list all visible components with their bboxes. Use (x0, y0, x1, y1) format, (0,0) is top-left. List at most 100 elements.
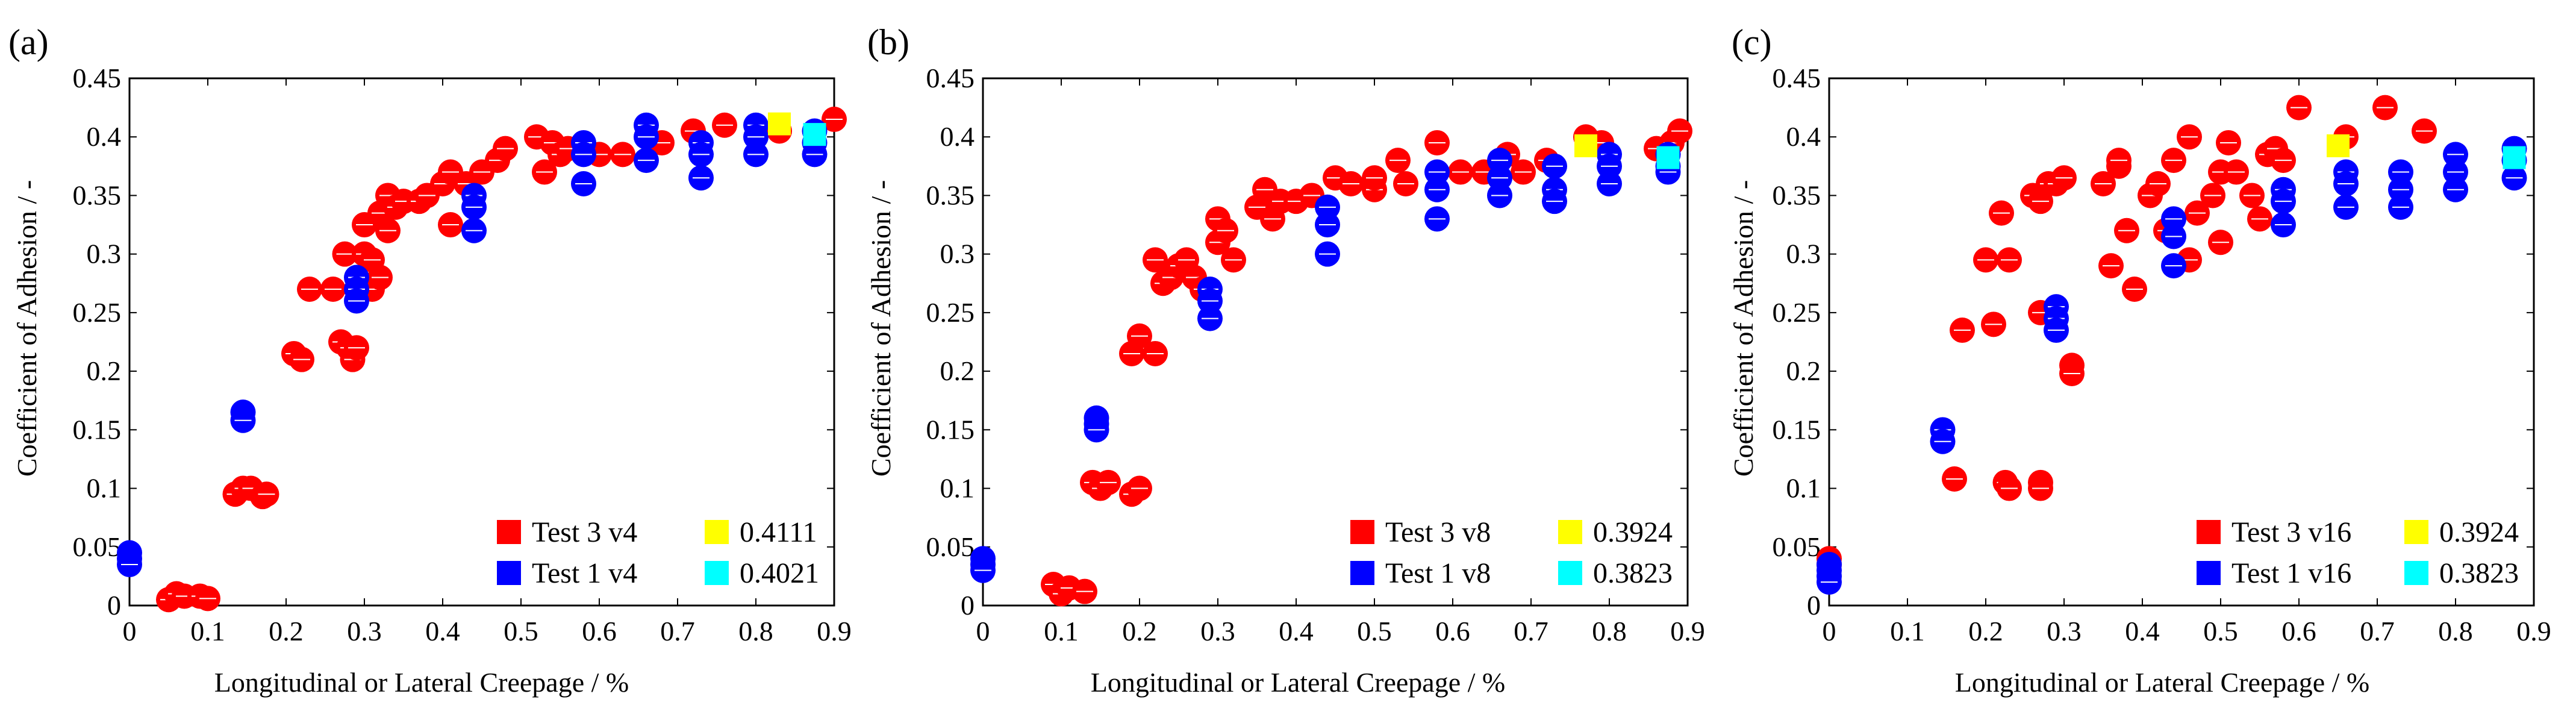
y-tick-label: 0.1 (1786, 473, 1821, 504)
x-tick-label: 0.7 (660, 616, 695, 646)
y-tick-label: 0.15 (926, 414, 975, 445)
x-tick-label: 0.6 (2281, 616, 2316, 646)
mean-marker (1574, 134, 1597, 157)
x-tick-label: 0.3 (347, 616, 382, 646)
series-0-4021 (803, 123, 826, 146)
legend-swatch (497, 520, 521, 544)
y-tick-label: 0.45 (73, 63, 122, 93)
x-tick-label: 0.3 (1200, 616, 1235, 646)
legend-swatch (2404, 561, 2428, 585)
legend-label: 0.3924 (1593, 516, 1673, 548)
x-tick-label: 0 (1823, 616, 1836, 646)
y-tick-label: 0.3 (1786, 239, 1821, 269)
legend-swatch (705, 561, 729, 585)
series-0-3823 (2503, 146, 2526, 169)
y-tick-label: 0.1 (940, 473, 975, 504)
y-tick-label: 0.35 (1773, 180, 1821, 210)
plot-area: 0 0.1 0.2 0.3 0.4 0.5 0.6 0.7 0.8 0.9 0 0.05 0.1 0.15… (1773, 63, 2551, 646)
y-tick-label: 0.2 (940, 355, 975, 386)
y-tick-label: 0.35 (926, 180, 975, 210)
legend-swatch (1558, 520, 1582, 544)
x-tick-label: 0.3 (2047, 616, 2082, 646)
y-tick-label: 0.1 (87, 473, 122, 504)
series-test-3-v16 (1817, 95, 2437, 577)
x-tick-label: 0.2 (1122, 616, 1157, 646)
plot-area: 0 0.1 0.2 0.3 0.4 0.5 0.6 0.7 0.8 0.9 0 0.05 0.1 0.15… (73, 63, 852, 646)
legend-swatch (2404, 520, 2428, 544)
y-tick-label: 0.3 (940, 239, 975, 269)
x-tick-label: 0.8 (1592, 616, 1627, 646)
panel-a: (a) Coefficient of Adhesion / - Longitud… (8, 22, 852, 698)
y-axis: 0 0.05 0.1 0.15 0.2 0.25 0.3 0.35 0.4 0.45 (73, 63, 834, 621)
legend-label: 0.4021 (740, 557, 819, 589)
x-tick-label: 0.1 (1044, 616, 1079, 646)
legend-label: 0.4111 (740, 516, 817, 548)
mean-marker (2503, 146, 2526, 169)
series-test-1-v8 (970, 142, 1681, 583)
axes-frame (1828, 77, 2535, 607)
x-tick-label: 0.4 (1279, 616, 1314, 646)
y-tick-label: 0.4 (940, 121, 975, 152)
legend-label: Test 1 v16 (2231, 557, 2351, 589)
legend: Test 3 v16 0.3924 Test 1 v16 0.3823 (2197, 516, 2519, 589)
x-tick-label: 0.8 (2438, 616, 2473, 646)
y-tick-label: 0.35 (73, 180, 122, 210)
x-tick-label: 0.6 (582, 616, 617, 646)
x-tick-label: 0.9 (817, 616, 852, 646)
legend-swatch (1350, 520, 1374, 544)
x-tick-label: 0.4 (2125, 616, 2160, 646)
legend-swatch (2197, 561, 2221, 585)
x-tick-label: 0.2 (1968, 616, 2003, 646)
y-tick-label: 0.25 (73, 297, 122, 328)
x-axis-label: Longitudinal or Lateral Creepage / % (214, 667, 629, 698)
legend-label: Test 3 v8 (1385, 516, 1491, 548)
y-axis-label: Coefficient of Adhesion / - (865, 180, 896, 477)
x-axis: 0 0.1 0.2 0.3 0.4 0.5 0.6 0.7 0.8 0.9 (976, 78, 1705, 646)
x-tick-label: 0.9 (2516, 616, 2551, 646)
x-tick-label: 0.7 (1514, 616, 1548, 646)
x-tick-label: 0.5 (2203, 616, 2238, 646)
series-0-3924 (1574, 134, 1597, 157)
panel-label: (c) (1732, 22, 1772, 62)
x-tick-label: 0.1 (1890, 616, 1925, 646)
legend-label: Test 1 v8 (1385, 557, 1491, 589)
series-test-3-v4 (156, 107, 847, 613)
y-axis: 0 0.05 0.1 0.15 0.2 0.25 0.3 0.35 0.4 0.45 (1773, 63, 2534, 621)
legend-label: Test 3 v16 (2231, 516, 2351, 548)
x-tick-label: 0.4 (425, 616, 460, 646)
legend-label: 0.3823 (2439, 557, 2519, 589)
y-tick-label: 0 (107, 590, 121, 621)
y-tick-label: 0.05 (1773, 531, 1821, 562)
x-tick-label: 0.5 (1357, 616, 1392, 646)
legend-swatch (705, 520, 729, 544)
axes-frame (128, 77, 835, 607)
x-tick-label: 0 (123, 616, 137, 646)
legend-swatch (2197, 520, 2221, 544)
y-tick-label: 0.45 (926, 63, 975, 93)
x-axis-label: Longitudinal or Lateral Creepage / % (1955, 667, 2369, 698)
panel-b: (b) Coefficient of Adhesion / - Longitud… (865, 22, 1705, 698)
mean-marker (1656, 146, 1680, 169)
panel-label: (a) (8, 22, 49, 62)
x-tick-label: 0.6 (1435, 616, 1470, 646)
legend-label: 0.3823 (1593, 557, 1673, 589)
x-tick-label: 0.9 (1670, 616, 1705, 646)
x-axis: 0 0.1 0.2 0.3 0.4 0.5 0.6 0.7 0.8 0.9 (123, 78, 852, 646)
x-axis-label: Longitudinal or Lateral Creepage / % (1091, 667, 1505, 698)
legend-swatch (1558, 561, 1582, 585)
x-tick-label: 0.7 (2360, 616, 2395, 646)
legend: Test 3 v8 0.3924 Test 1 v8 0.3823 (1350, 516, 1673, 589)
y-tick-label: 0.4 (87, 121, 122, 152)
axes-frame (982, 77, 1689, 607)
x-tick-label: 0.8 (738, 616, 773, 646)
y-tick-label: 0 (1807, 590, 1821, 621)
y-tick-label: 0.05 (926, 531, 975, 562)
series-0-4111 (768, 112, 791, 136)
legend-label: Test 3 v4 (532, 516, 637, 548)
y-axis: 0 0.05 0.1 0.15 0.2 0.25 0.3 0.35 0.4 0.45 (926, 63, 1688, 621)
x-tick-label: 0.5 (504, 616, 538, 646)
series-0-3924 (2327, 134, 2350, 157)
x-axis: 0 0.1 0.2 0.3 0.4 0.5 0.6 0.7 0.8 0.9 (1823, 78, 2551, 646)
y-tick-label: 0.15 (73, 414, 122, 445)
